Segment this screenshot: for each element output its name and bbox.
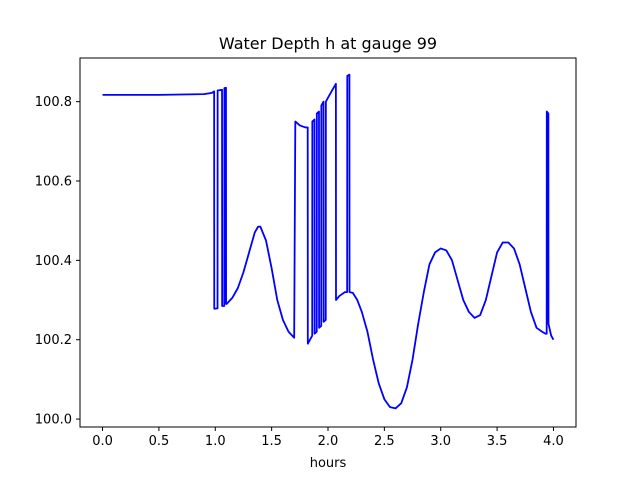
x-tick-label: 1.0 [205,434,226,449]
x-axis-label: hours [310,456,347,471]
x-axis-ticks: 0.0 0.5 1.0 1.5 2.0 2.5 3.0 3.5 4.0 [92,427,564,449]
x-tick-label: 3.0 [430,434,451,449]
x-tick-label: 4.0 [543,434,564,449]
y-axis-ticks: 100.0 100.2 100.4 100.6 100.8 [35,95,80,428]
x-tick-label: 0.0 [92,434,113,449]
x-tick-label: 3.5 [487,434,508,449]
chart-title: Water Depth h at gauge 99 [219,34,437,53]
x-tick-label: 0.5 [149,434,170,449]
y-tick-label: 100.6 [35,175,72,190]
x-tick-label: 2.5 [374,434,395,449]
x-tick-label: 1.5 [261,434,282,449]
y-tick-label: 100.4 [35,254,72,269]
series-layer [102,73,555,410]
y-tick-label: 100.8 [35,95,72,110]
y-tick-label: 100.0 [35,413,72,428]
series-line-1 [102,73,555,410]
x-tick-label: 2.0 [318,434,339,449]
y-tick-label: 100.2 [35,333,72,348]
